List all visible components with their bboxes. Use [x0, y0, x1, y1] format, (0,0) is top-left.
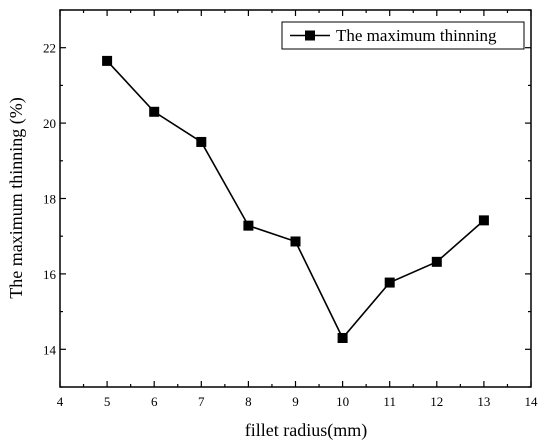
y-axis-title: The maximum thinning (%) — [6, 97, 27, 298]
x-axis-ticks: 4 5 6 7 8 9 10 11 12 13 14 — [57, 10, 538, 409]
x-tick-label: 10 — [336, 394, 349, 409]
data-point-marker — [290, 236, 301, 247]
y-tick-label: 20 — [43, 116, 56, 131]
y-tick-label: 22 — [43, 41, 56, 56]
x-tick-label: 12 — [430, 394, 443, 409]
plot-frame — [59, 9, 532, 388]
series-line — [106, 60, 485, 340]
x-tick-label: 7 — [198, 394, 205, 409]
data-point-marker — [243, 220, 254, 231]
x-tick-label: 13 — [477, 394, 490, 409]
x-tick-label: 6 — [151, 394, 158, 409]
x-axis-title: fillet radius(mm) — [245, 420, 367, 441]
series-group — [102, 55, 489, 343]
x-tick-label: 9 — [292, 394, 299, 409]
data-point-marker — [384, 277, 395, 288]
data-point-marker — [431, 256, 442, 267]
data-point-marker — [337, 332, 348, 343]
x-tick-label: 11 — [383, 394, 396, 409]
legend-marker-square — [305, 30, 315, 41]
legend-label: The maximum thinning — [336, 26, 497, 45]
y-axis-ticks: 14 16 18 20 22 — [43, 9, 531, 388]
data-point-marker — [196, 136, 207, 147]
data-point-marker — [102, 55, 113, 66]
legend: The maximum thinning — [281, 21, 525, 50]
y-tick-label: 14 — [43, 342, 57, 357]
data-point-marker — [478, 215, 489, 226]
y-tick-label: 16 — [43, 267, 57, 282]
plot-border — [59, 9, 532, 388]
x-tick-label: 4 — [57, 394, 64, 409]
x-tick-label: 14 — [525, 394, 539, 409]
x-tick-label: 8 — [245, 394, 252, 409]
data-point-marker — [149, 106, 160, 117]
x-tick-label: 5 — [104, 394, 111, 409]
y-tick-label: 18 — [43, 192, 56, 207]
